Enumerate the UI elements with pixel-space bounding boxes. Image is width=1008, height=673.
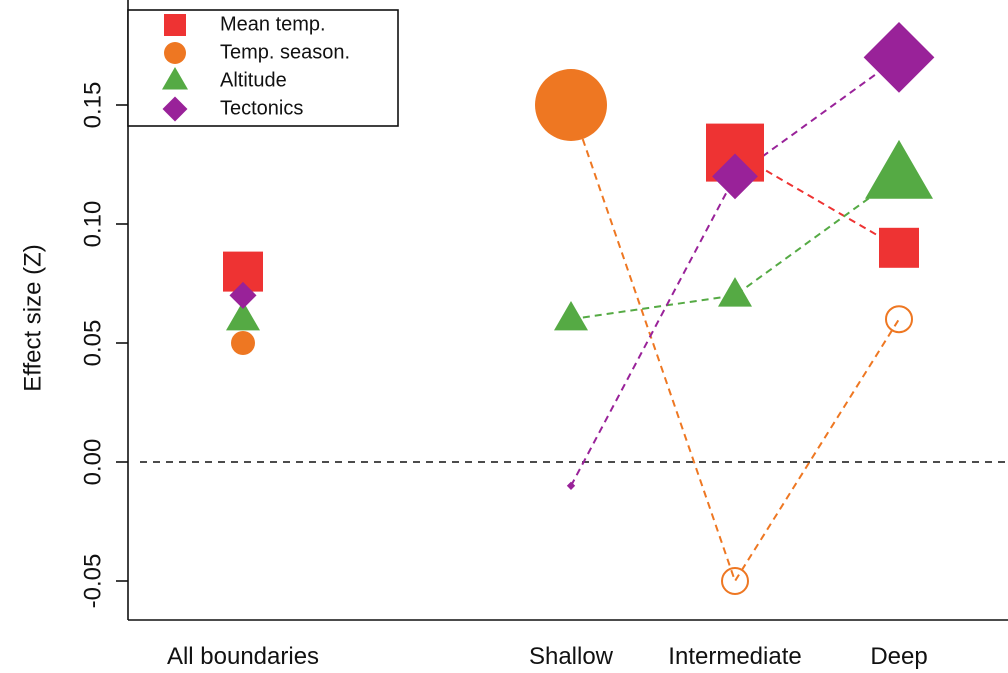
legend-marker-mean-temp — [164, 14, 186, 36]
legend-label-temp-season: Temp. season. — [220, 41, 350, 63]
series-line-tectonics — [570, 56, 900, 487]
x-tick-label-all-boundaries: All boundaries — [167, 643, 319, 670]
point-temp-season-all-boundaries — [231, 331, 255, 355]
legend: Mean temp. Temp. season. Altitude Tectonics — [127, 9, 399, 127]
point-tectonics-deep — [863, 22, 935, 93]
x-tick-label-intermediate: Intermediate — [668, 643, 801, 670]
point-tectonics-intermediate — [712, 153, 758, 200]
point-temp-season-deep — [885, 305, 913, 334]
y-tick-label: 0.00 — [79, 439, 106, 486]
y-tick-label: 0.10 — [79, 201, 106, 248]
series-line-temp-season — [570, 104, 900, 584]
series-line-mean-temp — [734, 151, 900, 249]
y-tick-label: 0.05 — [79, 320, 106, 367]
point-altitude-deep — [865, 139, 933, 199]
x-tick-label-deep: Deep — [870, 643, 927, 670]
y-tick-label: 0.15 — [79, 82, 106, 129]
point-temp-season-shallow — [535, 69, 607, 141]
point-tectonics-shallow — [566, 481, 576, 490]
legend-entry-tectonics: Tectonics — [162, 96, 303, 122]
point-altitude-shallow — [554, 300, 588, 331]
point-altitude-all-boundaries — [226, 300, 260, 331]
legend-label-altitude: Altitude — [220, 69, 287, 91]
legend-entry-temp-season: Temp. season. — [164, 41, 350, 64]
point-mean-temp-deep — [879, 227, 919, 268]
x-ticks: All boundaries Shallow Intermediate Deep — [167, 643, 928, 670]
point-altitude-intermediate — [718, 277, 752, 307]
point-temp-season-intermediate — [721, 567, 749, 595]
legend-marker-tectonics — [162, 96, 188, 122]
point-tectonics-all-boundaries — [229, 281, 257, 309]
y-axis-label: Effect size (Z) — [19, 244, 46, 392]
y-tick-label: -0.05 — [79, 554, 106, 609]
x-tick-label-shallow: Shallow — [529, 643, 614, 670]
series-line-altitude — [570, 175, 900, 321]
legend-items: Mean temp. Temp. season. Altitude Tectonics — [162, 13, 350, 122]
legend-entry-altitude: Altitude — [162, 67, 287, 91]
y-ticks: -0.05 0.00 0.05 0.10 0.15 — [79, 82, 128, 609]
legend-entry-mean-temp: Mean temp. — [164, 13, 326, 36]
series-points — [223, 22, 935, 595]
legend-label-tectonics: Tectonics — [220, 97, 303, 119]
legend-marker-temp-season — [164, 42, 186, 64]
legend-label-mean-temp: Mean temp. — [220, 13, 326, 35]
legend-marker-altitude — [162, 67, 188, 90]
